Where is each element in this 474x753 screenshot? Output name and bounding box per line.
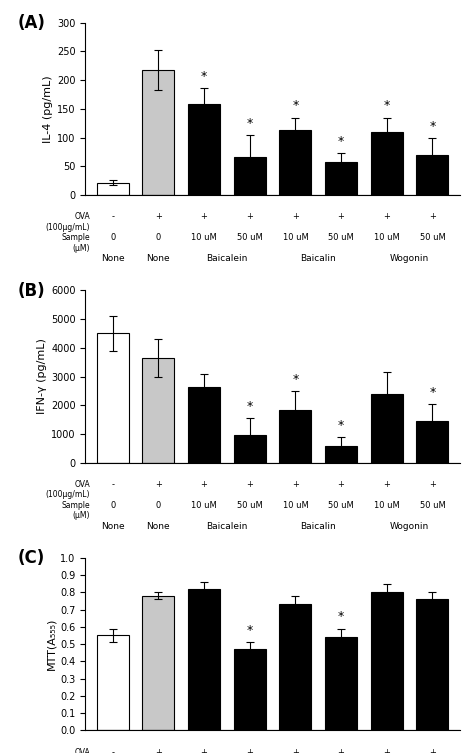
Text: (B): (B) xyxy=(18,282,46,300)
Text: +: + xyxy=(155,748,162,753)
Bar xyxy=(142,358,174,463)
Text: Baicalin: Baicalin xyxy=(301,522,336,531)
Text: 50 uM: 50 uM xyxy=(237,501,263,510)
Bar xyxy=(371,394,403,463)
Text: +: + xyxy=(383,480,390,489)
Text: 0: 0 xyxy=(110,233,115,242)
Text: +: + xyxy=(246,748,253,753)
Bar xyxy=(325,162,357,195)
Bar xyxy=(279,130,311,195)
Text: *: * xyxy=(292,99,299,112)
Text: *: * xyxy=(429,120,436,133)
Bar xyxy=(416,421,448,463)
Text: None: None xyxy=(101,522,125,531)
Text: +: + xyxy=(246,480,253,489)
Text: None: None xyxy=(146,522,170,531)
Bar xyxy=(188,589,220,730)
Text: *: * xyxy=(338,611,344,623)
Text: 50 uM: 50 uM xyxy=(419,233,445,242)
Text: +: + xyxy=(429,748,436,753)
Text: +: + xyxy=(429,480,436,489)
Text: 0: 0 xyxy=(156,501,161,510)
Y-axis label: IL-4 (pg/mL): IL-4 (pg/mL) xyxy=(43,75,53,143)
Bar xyxy=(416,599,448,730)
Text: +: + xyxy=(337,212,345,221)
Text: 10 uM: 10 uM xyxy=(283,233,308,242)
Text: (A): (A) xyxy=(18,14,46,32)
Text: Baicalein: Baicalein xyxy=(206,254,247,263)
Text: 50 uM: 50 uM xyxy=(328,233,354,242)
Bar xyxy=(371,593,403,730)
Bar xyxy=(234,435,266,463)
Text: *: * xyxy=(246,400,253,413)
Text: *: * xyxy=(338,135,344,148)
Text: +: + xyxy=(155,480,162,489)
Bar xyxy=(97,182,129,195)
Text: +: + xyxy=(292,480,299,489)
Text: 50 uM: 50 uM xyxy=(237,233,263,242)
Text: +: + xyxy=(429,212,436,221)
Bar xyxy=(325,446,357,463)
Text: *: * xyxy=(429,386,436,398)
Bar xyxy=(188,386,220,463)
Text: Wogonin: Wogonin xyxy=(390,522,429,531)
Bar xyxy=(234,157,266,195)
Text: +: + xyxy=(337,748,345,753)
Text: -: - xyxy=(111,212,114,221)
Text: +: + xyxy=(201,748,208,753)
Text: -: - xyxy=(111,480,114,489)
Text: +: + xyxy=(201,212,208,221)
Text: *: * xyxy=(292,373,299,386)
Text: +: + xyxy=(292,212,299,221)
Text: 0: 0 xyxy=(156,233,161,242)
Y-axis label: IFN-γ (pg/mL): IFN-γ (pg/mL) xyxy=(37,339,47,414)
Text: +: + xyxy=(246,212,253,221)
Bar xyxy=(279,410,311,463)
Text: +: + xyxy=(383,212,390,221)
Bar xyxy=(97,636,129,730)
Bar xyxy=(416,155,448,195)
Text: None: None xyxy=(101,254,125,263)
Text: -: - xyxy=(111,748,114,753)
Bar xyxy=(142,596,174,730)
Bar xyxy=(97,334,129,463)
Text: 10 uM: 10 uM xyxy=(191,501,217,510)
Text: 50 uM: 50 uM xyxy=(328,501,354,510)
Text: *: * xyxy=(246,117,253,130)
Text: Baicalein: Baicalein xyxy=(206,522,247,531)
Bar xyxy=(142,70,174,195)
Text: Baicalin: Baicalin xyxy=(301,254,336,263)
Text: 10 uM: 10 uM xyxy=(283,501,308,510)
Bar xyxy=(234,649,266,730)
Bar xyxy=(188,105,220,195)
Text: 0: 0 xyxy=(110,501,115,510)
Text: +: + xyxy=(292,748,299,753)
Text: None: None xyxy=(146,254,170,263)
Text: Sample
(μM): Sample (μM) xyxy=(61,501,90,520)
Text: +: + xyxy=(155,212,162,221)
Text: 10 uM: 10 uM xyxy=(374,501,400,510)
Text: *: * xyxy=(246,624,253,637)
Text: *: * xyxy=(338,419,344,431)
Text: 50 uM: 50 uM xyxy=(419,501,445,510)
Text: 10 uM: 10 uM xyxy=(191,233,217,242)
Text: *: * xyxy=(383,99,390,112)
Text: +: + xyxy=(201,480,208,489)
Text: (C): (C) xyxy=(18,549,45,567)
Text: +: + xyxy=(383,748,390,753)
Bar xyxy=(371,132,403,195)
Text: OVA
(100μg/mL): OVA (100μg/mL) xyxy=(46,212,90,232)
Text: OVA
(100μg/mL): OVA (100μg/mL) xyxy=(46,480,90,499)
Text: Wogonin: Wogonin xyxy=(390,254,429,263)
Bar xyxy=(279,605,311,730)
Text: OVA
(100μg/mL): OVA (100μg/mL) xyxy=(46,748,90,753)
Y-axis label: MTT(A₅₅₅): MTT(A₅₅₅) xyxy=(46,618,56,670)
Text: +: + xyxy=(337,480,345,489)
Bar xyxy=(325,637,357,730)
Text: Sample
(μM): Sample (μM) xyxy=(61,233,90,252)
Text: 10 uM: 10 uM xyxy=(374,233,400,242)
Text: *: * xyxy=(201,70,207,83)
